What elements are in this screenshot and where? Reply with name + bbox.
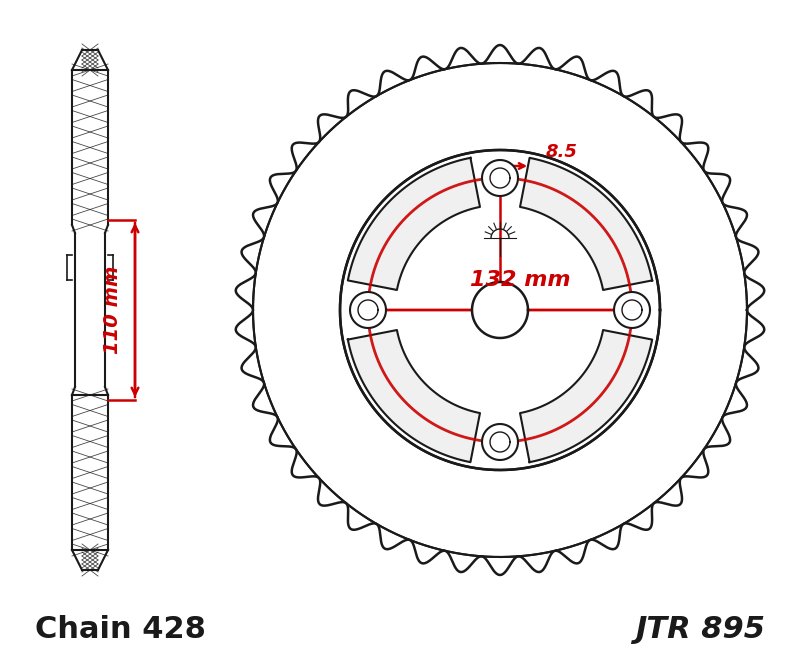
Polygon shape [348,158,480,290]
Polygon shape [482,160,518,196]
Text: 132 mm: 132 mm [470,270,570,290]
Text: 110 mm: 110 mm [103,266,122,354]
Polygon shape [348,330,480,462]
Polygon shape [350,292,386,328]
Polygon shape [472,282,528,338]
Text: JTR 895: JTR 895 [635,615,765,645]
Text: 8.5: 8.5 [546,143,578,161]
Polygon shape [614,292,650,328]
Polygon shape [482,424,518,460]
Polygon shape [520,158,652,290]
Text: Chain 428: Chain 428 [35,615,206,645]
Polygon shape [520,330,652,462]
